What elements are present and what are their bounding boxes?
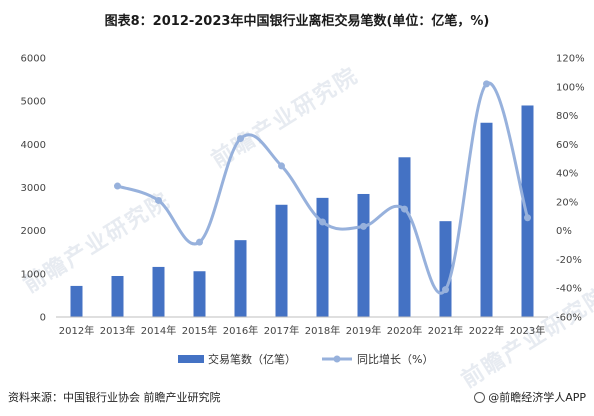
x-tick-label: 2019年 [346,324,381,337]
y-right-tick-label: 0% [556,226,572,237]
x-tick-label: 2016年 [223,324,258,337]
x-axis: 2012年 2013年 2014年 2015年 2016年 2017年 2018年 2019年… [56,316,548,337]
line-point [278,162,285,170]
chart-title: 图表8：2012-2023年中国银行业离柜交易笔数(单位：亿笔，%) [104,14,490,29]
bar [439,221,452,317]
line-series [114,80,531,295]
line-point [196,238,203,246]
line-point [442,286,449,294]
x-tick-label: 2015年 [182,324,217,337]
y-left-tick-label: 3000 [21,183,46,194]
y-right-tick-label: 60% [556,140,578,151]
bar [480,122,493,317]
x-tick-label: 2023年 [510,324,545,337]
bar [357,193,370,317]
line-point [319,218,326,226]
bar [193,271,206,317]
y-right-tick-label: 80% [556,111,578,122]
bar-series [70,105,534,317]
line-point [360,222,367,230]
x-tick-label: 2017年 [264,324,299,337]
legend: 交易笔数（亿笔） 同比增长（%） [178,352,433,366]
brand-logo-icon [474,392,486,403]
x-tick-label: 2018年 [305,324,340,337]
left-axis: 0 1000 2000 3000 4000 5000 6000 [21,54,46,324]
y-left-tick-label: 1000 [21,269,46,280]
bar [398,157,411,317]
y-left-tick-label: 0 [40,313,46,324]
brand-credit: @前瞻经济学人APP [474,389,586,405]
y-right-tick-label: 100% [556,82,585,93]
bar [316,197,329,317]
bar [70,285,83,317]
bar [275,204,288,317]
legend-swatch-point [333,355,341,363]
legend-label-line: 同比增长（%） [357,352,433,366]
y-left-tick-label: 6000 [21,54,46,65]
x-tick-label: 2014年 [141,324,176,337]
line-point [401,205,408,213]
y-right-tick-label: 40% [556,169,578,180]
bar [234,240,247,317]
bar [111,275,124,317]
bar [521,105,534,317]
source-note: 资料来源：中国银行业协会 前瞻产业研究院 [8,391,221,404]
y-right-tick-label: -60% [556,313,582,324]
x-tick-label: 2021年 [428,324,463,337]
x-tick-label: 2013年 [100,324,135,337]
y-left-tick-label: 5000 [21,97,46,108]
y-right-tick-label: 20% [556,197,578,208]
x-tick-label: 2020年 [387,324,422,337]
line-point [524,214,531,222]
y-left-tick-label: 4000 [21,140,46,151]
brand-text: @前瞻经济学人APP [488,391,586,404]
bar [152,266,165,317]
line-point [114,182,121,190]
y-right-tick-label: 120% [556,54,585,65]
y-left-tick-label: 2000 [21,226,46,237]
line-point [155,196,162,204]
y-right-tick-label: -40% [556,284,582,295]
x-tick-label: 2022年 [469,324,504,337]
right-axis: -60% -40% -20% 0% 20% 40% 60% 80% 100% 120% [556,54,585,324]
line-point [237,135,244,143]
x-tick-label: 2012年 [59,324,94,337]
line-point [483,80,490,88]
y-right-tick-label: -20% [556,255,582,266]
legend-swatch-bar [178,355,204,363]
legend-label-bars: 交易笔数（亿笔） [208,352,296,366]
